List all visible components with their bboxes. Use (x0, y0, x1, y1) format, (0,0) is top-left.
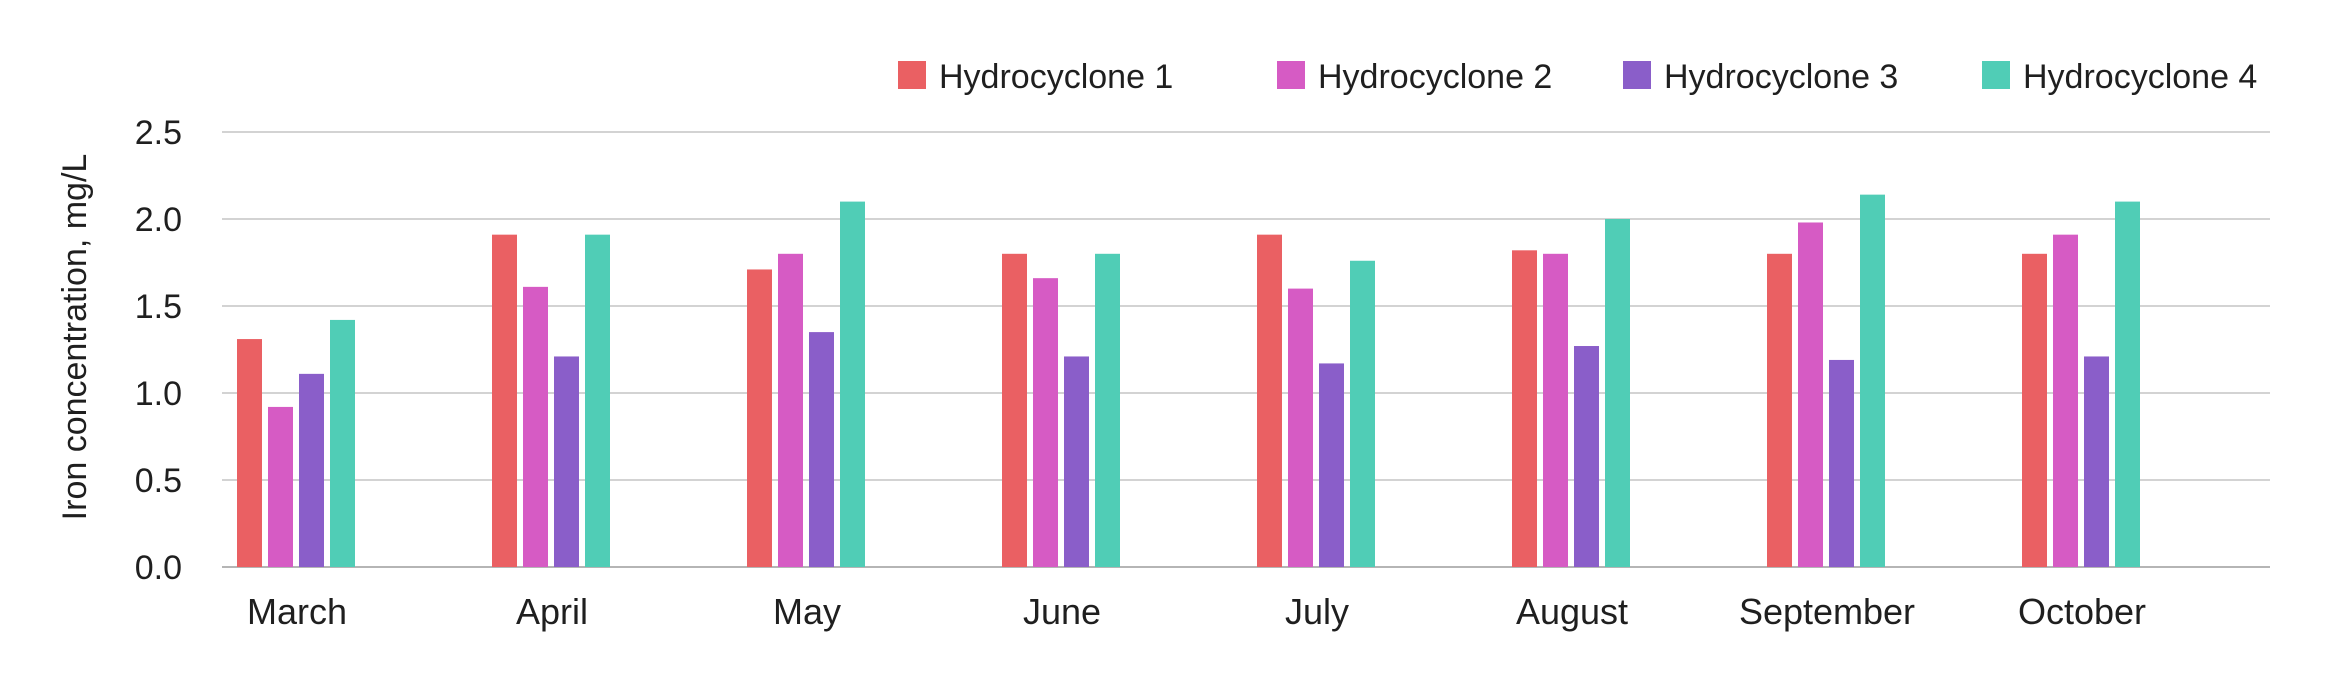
y-tick-label: 0.0 (135, 549, 182, 587)
bar-march-hydrocyclone-3 (299, 373, 324, 567)
legend-swatch-hydrocyclone-4 (1982, 61, 2010, 89)
bar-april-hydrocyclone-2 (523, 286, 548, 567)
y-tick-label: 0.5 (135, 462, 182, 500)
bar-june-hydrocyclone-2 (1033, 278, 1058, 567)
bar-september-hydrocyclone-2 (1798, 222, 1823, 568)
bar-september-hydrocyclone-4 (1860, 194, 1885, 567)
bar-may-hydrocyclone-2 (778, 253, 803, 568)
bar-september-hydrocyclone-1 (1767, 253, 1792, 568)
legend-label-hydrocyclone-1: Hydrocyclone 1 (939, 58, 1173, 96)
bar-october-hydrocyclone-2 (2053, 234, 2078, 567)
bar-july-hydrocyclone-3 (1319, 363, 1344, 567)
bar-october-hydrocyclone-4 (2115, 201, 2140, 567)
x-tick-label: March (247, 591, 347, 632)
x-tick-label: September (1739, 591, 1915, 632)
legend-swatch-hydrocyclone-2 (1277, 61, 1305, 89)
x-tick-label: April (516, 591, 588, 632)
bar-july-hydrocyclone-2 (1288, 288, 1313, 567)
bar-april-hydrocyclone-4 (585, 234, 610, 567)
legend-swatch-hydrocyclone-1 (898, 61, 926, 89)
y-tick-label: 1.0 (135, 375, 182, 413)
legend-swatch-hydrocyclone-3 (1623, 61, 1651, 89)
bar-march-hydrocyclone-4 (330, 319, 355, 567)
bar-june-hydrocyclone-1 (1002, 253, 1027, 568)
bar-october-hydrocyclone-1 (2022, 253, 2047, 568)
y-tick-label: 2.0 (135, 201, 182, 239)
y-tick-label: 2.5 (135, 114, 182, 152)
bar-september-hydrocyclone-3 (1829, 359, 1854, 567)
bar-august-hydrocyclone-1 (1512, 250, 1537, 567)
y-axis-title: Iron concentration, mg/L (56, 154, 94, 521)
bar-july-hydrocyclone-1 (1257, 234, 1282, 567)
bar-october-hydrocyclone-3 (2084, 356, 2109, 567)
legend-label-hydrocyclone-4: Hydrocyclone 4 (2023, 58, 2257, 96)
y-tick-labels: 0.0 0.5 1.0 1.5 2.0 2.5 (135, 114, 182, 587)
legend-label-hydrocyclone-3: Hydrocyclone 3 (1664, 58, 1898, 96)
bar-june-hydrocyclone-4 (1095, 253, 1120, 568)
bar-august-hydrocyclone-3 (1574, 346, 1599, 567)
bar-july-hydrocyclone-4 (1350, 260, 1375, 567)
legend: Hydrocyclone 1 Hydrocyclone 2 Hydrocyclone… (898, 58, 2257, 96)
x-tick-label: October (2018, 591, 2146, 632)
x-tick-labels: March April May June July August September Octo… (247, 591, 2146, 632)
x-tick-label: June (1023, 591, 1101, 632)
bar-may-hydrocyclone-3 (809, 332, 834, 567)
bar-layer (237, 194, 2140, 568)
bar-may-hydrocyclone-1 (747, 269, 772, 567)
bar-march-hydrocyclone-1 (237, 339, 262, 567)
bar-august-hydrocyclone-4 (1605, 219, 1630, 567)
x-tick-label: July (1285, 591, 1349, 632)
bar-april-hydrocyclone-1 (492, 234, 517, 567)
bar-march-hydrocyclone-2 (268, 406, 293, 567)
legend-label-hydrocyclone-2: Hydrocyclone 2 (1318, 58, 1552, 96)
bar-april-hydrocyclone-3 (554, 356, 579, 567)
x-tick-label: August (1516, 591, 1628, 632)
bar-june-hydrocyclone-3 (1064, 356, 1089, 567)
bar-may-hydrocyclone-4 (840, 201, 865, 567)
bar-august-hydrocyclone-2 (1543, 253, 1568, 568)
x-tick-label: May (773, 591, 841, 632)
y-tick-label: 1.5 (135, 288, 182, 326)
